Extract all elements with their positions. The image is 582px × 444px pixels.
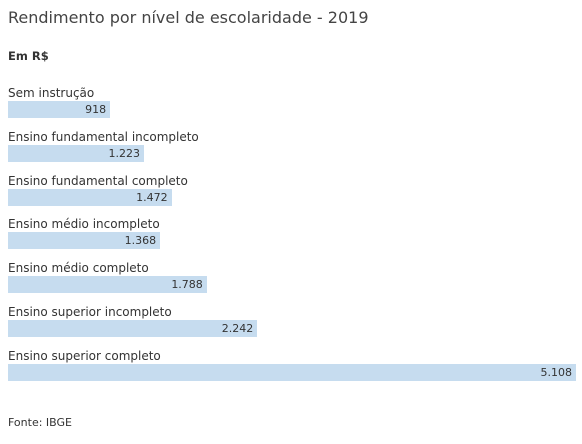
value-label: 2.242 (221, 321, 254, 335)
bar: 1.368 (8, 232, 161, 250)
bar: 1.472 (8, 188, 172, 206)
value-label: 1.368 (124, 234, 157, 248)
bar-chart: Sem instrução 918 Ensino fundamental incom… (8, 80, 576, 387)
value-label: 1.223 (108, 146, 140, 160)
category-label: Ensino superior incompleto (8, 304, 172, 319)
source-note: Fonte: IBGE (8, 416, 72, 429)
category-label: Sem instrução (8, 86, 95, 100)
value-label: 918 (85, 103, 107, 116)
value-label: 5.108 (540, 365, 573, 379)
bar-row: Ensino superior incompleto 2.242 (8, 299, 576, 343)
bar: 1.788 (8, 276, 207, 294)
bar: 5.108 (8, 363, 576, 381)
bar-row: Sem instrução 918 (8, 80, 576, 124)
bar: 1.223 (8, 144, 144, 162)
category-label: Ensino superior completo (8, 348, 161, 363)
bar-row: Ensino superior completo 5.108 (8, 343, 576, 387)
value-label: 1.788 (171, 278, 203, 292)
category-label: Ensino médio incompleto (8, 217, 160, 232)
chart-title: Rendimento por nível de escolaridade - 2… (8, 8, 369, 27)
category-label: Ensino fundamental completo (8, 173, 188, 188)
category-label: Ensino médio completo (8, 261, 149, 276)
bar-row: Ensino médio completo 1.788 (8, 255, 576, 299)
bar: 918 (8, 101, 111, 118)
category-label: Ensino fundamental incompleto (8, 129, 199, 144)
chart-subtitle: Em R$ (8, 49, 49, 63)
bar-row: Ensino fundamental completo 1.472 (8, 168, 576, 212)
bar: 2.242 (8, 319, 258, 337)
bar-row: Ensino fundamental incompleto 1.223 (8, 124, 576, 168)
bar-row: Ensino médio incompleto 1.368 (8, 211, 576, 255)
value-label: 1.472 (136, 190, 168, 204)
